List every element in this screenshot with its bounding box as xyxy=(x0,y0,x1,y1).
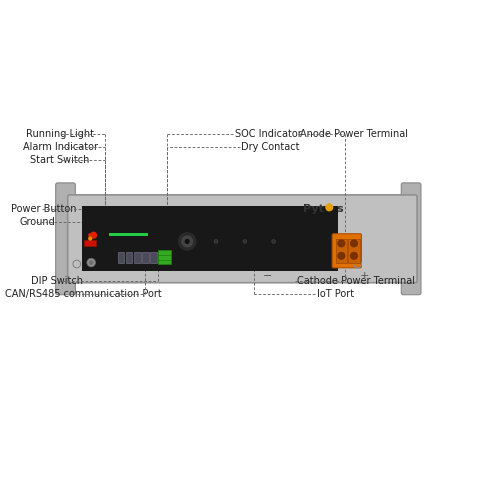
Circle shape xyxy=(89,237,92,240)
Text: −: − xyxy=(263,271,273,280)
Circle shape xyxy=(243,240,247,243)
Text: Anode Power Terminal: Anode Power Terminal xyxy=(300,130,408,139)
Bar xyxy=(348,239,360,263)
Bar xyxy=(158,250,171,264)
Text: Alarm Indicator: Alarm Indicator xyxy=(23,143,97,152)
Bar xyxy=(84,240,96,246)
FancyBboxPatch shape xyxy=(401,183,421,295)
Text: Cathode Power Terminal: Cathode Power Terminal xyxy=(297,276,415,286)
Text: Dry Contact: Dry Contact xyxy=(241,143,300,152)
Circle shape xyxy=(87,258,96,267)
Circle shape xyxy=(89,234,92,237)
Bar xyxy=(82,206,338,271)
Bar xyxy=(336,239,347,263)
FancyBboxPatch shape xyxy=(68,195,417,283)
Bar xyxy=(142,252,149,263)
Circle shape xyxy=(272,240,276,243)
Circle shape xyxy=(338,252,345,259)
Bar xyxy=(150,252,157,263)
Circle shape xyxy=(350,240,357,247)
Circle shape xyxy=(350,252,357,259)
Circle shape xyxy=(179,233,196,250)
Text: IoT Port: IoT Port xyxy=(317,289,354,299)
Text: DIP Switch: DIP Switch xyxy=(31,276,83,286)
Circle shape xyxy=(185,240,189,243)
Circle shape xyxy=(89,260,94,265)
Text: Power Button: Power Button xyxy=(11,204,76,214)
Bar xyxy=(134,252,141,263)
Text: +: + xyxy=(360,271,370,280)
Circle shape xyxy=(91,232,96,238)
Circle shape xyxy=(326,204,333,211)
Text: Ground: Ground xyxy=(19,217,55,227)
Text: CAN/RS485 communication Port: CAN/RS485 communication Port xyxy=(5,289,162,299)
Circle shape xyxy=(338,240,345,247)
FancyBboxPatch shape xyxy=(332,234,361,268)
Bar xyxy=(118,252,124,263)
Text: Running Light: Running Light xyxy=(26,130,95,139)
Text: SOC Indicator: SOC Indicator xyxy=(235,130,302,139)
Circle shape xyxy=(182,236,192,247)
FancyBboxPatch shape xyxy=(56,183,75,295)
Text: Pyt: Pyt xyxy=(303,204,324,214)
Text: s: s xyxy=(336,204,343,214)
Bar xyxy=(126,252,132,263)
Text: Start Switch: Start Switch xyxy=(30,156,89,165)
Bar xyxy=(109,233,148,236)
Circle shape xyxy=(214,240,218,243)
